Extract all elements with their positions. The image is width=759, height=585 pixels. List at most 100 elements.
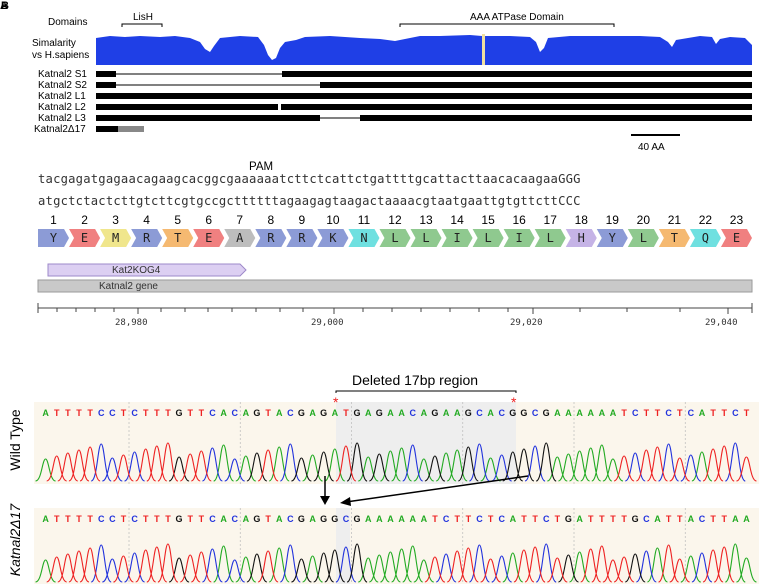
base-call: C: [209, 408, 216, 418]
aaa-domain-label: AAA ATPase Domain: [470, 12, 564, 23]
base-call: T: [54, 408, 60, 418]
base-call: C: [98, 408, 105, 418]
isoform-label-l2: Katnal2 L2: [38, 102, 86, 113]
mut-row-label: Katnal2Δ17: [7, 503, 23, 577]
base-call: A: [576, 408, 583, 418]
gene-feature-bar: [37, 279, 753, 293]
amino-acid-letter: R: [143, 231, 151, 245]
base-call: A: [398, 514, 405, 524]
base-call: T: [621, 514, 627, 524]
base-call: A: [554, 408, 561, 418]
top-strand-sequence: tacgagatgagaacagaagcacggcgaaaaaatcttctca…: [38, 172, 581, 186]
base-call: C: [732, 408, 739, 418]
arrow-wt-left-head: [320, 496, 330, 505]
amino-acid-letter: K: [329, 231, 337, 245]
ruler-tick-label-3: 29,020: [510, 318, 543, 328]
base-call: A: [421, 408, 428, 418]
base-call: A: [365, 408, 372, 418]
isoform-bars: [96, 71, 752, 132]
base-call: T: [54, 514, 60, 524]
ruler-tick-label-2: 29,000: [311, 318, 344, 328]
deleted-region-bracket: [335, 390, 517, 393]
pam-label: PAM: [249, 161, 274, 173]
base-call: G: [354, 408, 361, 418]
amino-acid-arrow: [131, 229, 163, 247]
codon-number: 5: [174, 213, 182, 227]
codon-number: 15: [481, 213, 495, 227]
base-call: T: [710, 514, 716, 524]
amino-acid-letter: H: [577, 231, 585, 245]
asterisk-left: *: [333, 394, 339, 410]
codon-number: 7: [236, 213, 244, 227]
isoform-l1-exon: [96, 93, 752, 99]
amino-acid-letter: Y: [608, 231, 616, 245]
base-call: A: [332, 408, 339, 418]
codon-number: 18: [574, 213, 588, 227]
base-call: T: [65, 514, 71, 524]
isoform-l3-exon1: [96, 115, 320, 121]
base-call: T: [65, 408, 71, 418]
base-call: T: [588, 514, 594, 524]
mut-chromatogram-trace: [35, 543, 757, 583]
base-call: T: [677, 514, 683, 524]
panel-letter-b: B: [1, 0, 9, 12]
amino-acid-letter: L: [391, 231, 399, 245]
base-call: T: [532, 514, 538, 524]
isoform-delta17-exon: [96, 126, 118, 132]
trace-t: [46, 442, 757, 482]
base-call: C: [109, 408, 116, 418]
base-call: A: [510, 514, 517, 524]
base-call: C: [231, 408, 238, 418]
base-call: G: [320, 408, 327, 418]
base-call: A: [42, 408, 49, 418]
base-call: A: [576, 514, 583, 524]
base-call: T: [165, 514, 171, 524]
amino-acid-arrow: [255, 229, 287, 247]
base-call: T: [432, 514, 438, 524]
codon-number: 20: [636, 213, 650, 227]
amino-acid-letter: Q: [701, 231, 710, 245]
trace-c: [90, 442, 746, 482]
amino-acid-letter: T: [670, 231, 678, 245]
ruler-tick-label-4: 29,040: [705, 318, 738, 328]
base-call: G: [253, 408, 260, 418]
panel-letter-a: A: [0, 0, 8, 12]
base-call: T: [87, 514, 93, 524]
base-call: T: [187, 514, 193, 524]
base-call: A: [376, 514, 383, 524]
guide-label: Kat2KOG4: [112, 265, 161, 276]
amino-acid-letter: R: [267, 231, 275, 245]
base-call: T: [655, 408, 661, 418]
base-call: C: [343, 514, 350, 524]
isoform-s1-exon1: [96, 71, 116, 77]
base-call: A: [387, 514, 394, 524]
base-call: T: [87, 408, 93, 418]
base-call: A: [565, 408, 572, 418]
isoform-s2-exon2: [320, 82, 752, 88]
amino-acid-letter: T: [174, 231, 182, 245]
trace-a: [35, 444, 713, 482]
base-call: G: [543, 408, 550, 418]
amino-acid-letter: L: [639, 231, 647, 245]
base-call: A: [443, 408, 450, 418]
amino-acid-arrow: [193, 229, 225, 247]
similarity-label-line2: vs H.sapiens: [32, 50, 90, 61]
amino-acid-letter: E: [205, 231, 213, 245]
amino-acid-letter: A: [236, 231, 244, 245]
base-call: G: [331, 514, 338, 524]
mut-junction-shading: [336, 508, 350, 584]
base-call: C: [131, 408, 138, 418]
base-call: T: [154, 514, 160, 524]
isoform-l3-exon2: [360, 115, 752, 121]
similarity-label-line1: Simalarity: [32, 38, 76, 49]
base-call: A: [276, 408, 283, 418]
codon-number: 9: [298, 213, 306, 227]
ruler-tick-label-1: 28,980: [115, 318, 148, 328]
base-call: A: [276, 514, 283, 524]
amino-acid-arrow: [224, 229, 256, 247]
base-call: C: [688, 408, 695, 418]
base-call: G: [376, 408, 383, 418]
amino-acid-arrow: [658, 229, 690, 247]
isoform-label-delta17: Katnal2Δ17: [34, 124, 86, 135]
